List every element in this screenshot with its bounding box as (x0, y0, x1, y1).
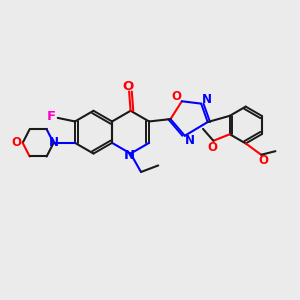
Text: O: O (172, 90, 182, 103)
Text: N: N (202, 93, 212, 106)
Text: N: N (184, 134, 194, 147)
Text: F: F (47, 110, 56, 123)
Text: O: O (122, 80, 133, 93)
Text: N: N (49, 136, 59, 149)
Text: N: N (124, 148, 135, 162)
Text: O: O (207, 141, 217, 154)
Text: O: O (11, 136, 21, 149)
Text: O: O (259, 154, 269, 167)
